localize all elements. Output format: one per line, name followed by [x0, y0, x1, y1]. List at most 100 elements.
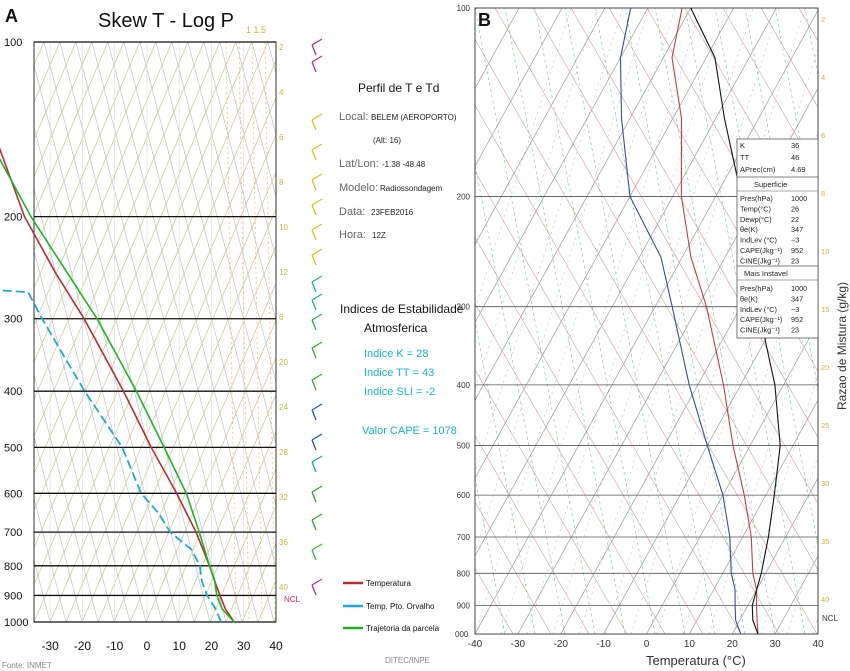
b-dry-adiabat [475, 369, 628, 634]
panel-a-info: Perfil de T e Td Local: BELEM (AEROPORTO… [339, 81, 457, 241]
a-grid-dry-line [235, 42, 276, 198]
panel-a-source: Fonte: INMET [2, 661, 52, 670]
stat-tt-value: 46 [791, 153, 799, 162]
a-mixing-label: 28 [279, 448, 288, 457]
a-pressure-label: 300 [4, 314, 22, 326]
panel-b-ncl-label: NCL [822, 614, 839, 623]
a-grid-diag-line [209, 468, 276, 622]
panel-b-series [619, 8, 781, 634]
wind-barb [311, 119, 317, 131]
a-grid-diag-line [34, 42, 253, 549]
wind-barb [311, 461, 317, 473]
a-mixing-line [238, 42, 250, 622]
a-mixing-label: 6 [279, 133, 284, 142]
superficie-row-value: 1000 [791, 194, 807, 203]
panel-a-indices: Indices de Estabilidade Atmosferica Indi… [340, 302, 464, 437]
b-mixing-line [526, 8, 728, 634]
stat-aprec-label: APrec(cm) [740, 165, 776, 174]
panel-separator [472, 0, 475, 671]
a-grid-dry-line [34, 435, 83, 622]
panel-a-ncl-label: NCL [284, 595, 301, 604]
wind-barb [311, 373, 323, 381]
panel-a-pressure-labels: 100 200 300 400 500 600 700 800 900 1000 [4, 37, 28, 629]
panel-b-grid [475, 8, 818, 634]
a-grid-diag-line [65, 134, 276, 622]
b-mixing-line [475, 8, 598, 391]
a-grid-diag-line [49, 96, 276, 622]
b-dry-adiabat [475, 501, 552, 634]
panel-b-mixing-labels: 2 4 6 8 10 15 20 25 30 35 40 [821, 15, 829, 604]
a-mixing-label: 40 [279, 583, 288, 592]
superficie-row-value: 347 [791, 225, 803, 234]
superficie-row-value: 952 [791, 246, 803, 255]
wind-barb [311, 584, 317, 596]
a-series-temperatura [0, 147, 235, 623]
a-pressure-label: 200 [4, 212, 22, 224]
stat-tt-label: TT [740, 153, 750, 162]
wind-barb [311, 223, 323, 231]
a-pressure-label: 700 [4, 527, 22, 539]
a-pressure-label: 900 [4, 590, 22, 602]
wind-barb [311, 275, 323, 283]
index-cape: Valor CAPE = 1078 [362, 425, 457, 437]
panel-a-top-marks: 1 1.5 [246, 25, 266, 35]
b-moist-adiabat [564, 8, 686, 634]
b-moist-adiabat [594, 8, 716, 634]
a-grid-diag-line [145, 319, 276, 622]
wind-barb [311, 293, 323, 301]
a-grid-diag-line [113, 245, 276, 622]
a-temperature-tick: 30 [237, 639, 251, 653]
wind-barb [311, 173, 323, 181]
stat-k-label: K [740, 141, 745, 150]
b-isotherm [475, 8, 649, 323]
a-mixing-label: 24 [279, 403, 288, 412]
wind-barb [311, 403, 323, 411]
wind-barb [311, 578, 323, 586]
info-header: Perfil de T e Td [358, 81, 439, 95]
b-pressure-label: 800 [457, 569, 471, 578]
instavel-row-value: 347 [791, 294, 803, 303]
a-grid-diag-line [34, 42, 269, 586]
wind-barb [311, 491, 317, 503]
wind-barb [311, 519, 317, 531]
b-temperature-tick: -30 [511, 639, 526, 650]
b-isotherm [475, 8, 606, 245]
wind-barb [311, 299, 317, 311]
panel-a-grid [34, 42, 276, 622]
a-grid-diag-line [34, 42, 205, 438]
b-temperature-tick: -10 [596, 639, 611, 650]
info-model-value: Radiossondagem [380, 184, 443, 193]
wind-barb [311, 549, 317, 561]
b-mixing-line [682, 210, 818, 634]
panel-a-isobars [34, 41, 276, 623]
instavel-row-label: IndLev (°C) [740, 305, 777, 314]
info-hour-value: 12Z [372, 231, 386, 240]
panel-b-letter: B [478, 10, 491, 30]
b-mixing-tick: 30 [821, 479, 829, 488]
b-dry-adiabat [475, 236, 704, 634]
a-grid-diag-line [97, 208, 276, 622]
superficie-row-label: CAPE(Jkg⁻¹) [740, 246, 782, 255]
superficie-row-label: Pres(hPa) [740, 194, 773, 203]
index-k: Indice K = 28 [364, 348, 429, 360]
a-grid-diag-line [34, 42, 173, 363]
b-dry-adiabat [684, 8, 818, 240]
panel-a-wind-barbs [311, 38, 323, 596]
a-grid-dry-line [34, 311, 115, 622]
b-temperature-tick: 30 [770, 639, 782, 650]
b-mixing-tick: 40 [821, 595, 829, 604]
a-grid-diag-line [34, 42, 157, 326]
b-pressure-label: 500 [457, 442, 471, 451]
a-pressure-label: 500 [4, 442, 22, 454]
wind-barb [311, 319, 317, 331]
a-grid-dry-line [75, 42, 227, 622]
b-mixing-line [475, 8, 650, 554]
a-grid-diag-line [34, 59, 276, 622]
b-isotherm [475, 8, 691, 401]
a-pressure-label: 100 [4, 37, 22, 49]
b-moist-adiabat [624, 8, 746, 634]
wind-barb [311, 439, 317, 451]
b-dry-adiabat [475, 38, 818, 634]
